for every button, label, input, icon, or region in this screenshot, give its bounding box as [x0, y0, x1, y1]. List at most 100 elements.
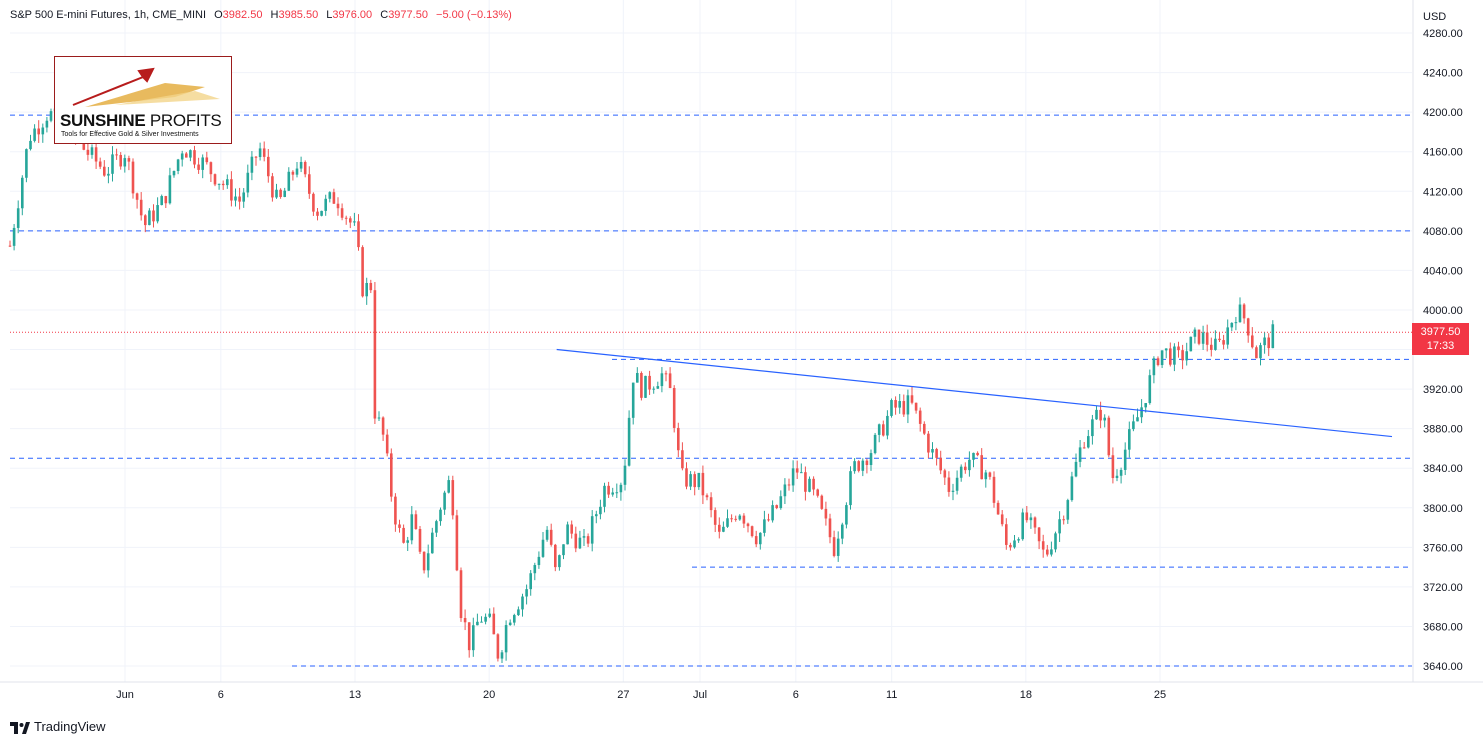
x-tick-label: 11 [886, 689, 897, 701]
candle-body [894, 400, 897, 408]
candle-body [1255, 347, 1258, 359]
candle-body [1078, 447, 1082, 462]
candle-body [943, 470, 947, 478]
candle-body [1259, 345, 1262, 359]
candle-body [701, 472, 705, 496]
candle-body [508, 622, 512, 626]
candle-body [656, 386, 660, 389]
candle-body [1238, 304, 1242, 323]
candle-body [1091, 419, 1094, 437]
candle-body [882, 424, 885, 436]
candle-body [230, 179, 233, 201]
candle-body [681, 450, 684, 469]
candle-body [902, 401, 906, 415]
candle-body [652, 388, 655, 390]
candle-body [996, 502, 1000, 515]
candle-body [636, 372, 639, 383]
candle-body [718, 524, 721, 532]
candle-body [279, 189, 282, 197]
candle-body [935, 449, 938, 458]
candle-body [816, 489, 819, 496]
candle-body [1041, 541, 1045, 550]
candle-body [726, 518, 729, 527]
y-tick-label: 3680.00 [1423, 621, 1463, 633]
candle-body [615, 492, 619, 494]
candle-body [1119, 469, 1123, 476]
candle-body [808, 478, 811, 492]
candle-body [955, 477, 959, 491]
candle-body [910, 395, 914, 403]
x-tick-label: 25 [1154, 689, 1166, 701]
candle-body [365, 282, 368, 297]
legend-header: S&P 500 E-mini Futures, 1h, CME_MINI O39… [10, 9, 512, 21]
candle-body [1144, 403, 1147, 408]
candle-body [734, 518, 737, 520]
candle-body [566, 524, 569, 545]
candle-body [1156, 358, 1160, 366]
candle-body [455, 515, 459, 571]
x-tick-label: 6 [793, 689, 799, 701]
candle-body [1193, 329, 1197, 337]
tradingview-icon [10, 721, 30, 734]
candle-body [103, 166, 106, 176]
candle-body [234, 196, 237, 201]
candle-body [664, 373, 668, 375]
trendline[interactable] [556, 348, 1393, 438]
candle-body [390, 453, 393, 497]
candle-body [217, 183, 221, 185]
candle-body [41, 127, 45, 135]
price-axis[interactable]: 3640.00 3680.00 3720.00 3760.00 3800.00 3840.… [1423, 28, 1463, 673]
candle-body [1123, 449, 1127, 470]
candle-body [406, 540, 409, 543]
trend-layer[interactable] [556, 348, 1393, 438]
candle-body [25, 149, 28, 178]
x-tick-label: 27 [617, 689, 629, 701]
x-tick-label: 18 [1020, 689, 1032, 701]
candle-body [832, 537, 836, 556]
candle-body [287, 171, 291, 191]
candle-body [968, 459, 971, 471]
candle-body [685, 468, 688, 487]
candle-body [320, 210, 323, 216]
candle-body [820, 495, 824, 509]
tradingview-brand: TradingView [34, 719, 106, 734]
candle-body [172, 170, 176, 176]
candle-body [168, 175, 172, 204]
candle-body [472, 625, 475, 651]
candle-body [742, 515, 746, 524]
y-tick-label: 3800.00 [1423, 503, 1463, 515]
candle-body [152, 210, 155, 222]
candle-body [185, 153, 188, 158]
candle-body [131, 161, 135, 194]
candle-body [988, 472, 992, 477]
candle-body [21, 177, 24, 209]
candle-body [1251, 335, 1254, 348]
candle-body [111, 154, 114, 174]
logo-tagline: Tools for Effective Gold & Silver Invest… [61, 131, 199, 138]
candle-body [730, 518, 733, 520]
candle-body [86, 149, 90, 155]
candle-body [451, 480, 455, 516]
tradingview-logo[interactable]: TradingView [10, 719, 106, 734]
candle-body [484, 616, 487, 622]
candle-body [554, 544, 557, 568]
candle-body [1046, 549, 1049, 555]
candle-body [767, 519, 770, 521]
y-tick-label: 4120.00 [1423, 186, 1463, 198]
candle-body [631, 382, 635, 418]
candles-layer [8, 104, 1275, 664]
candle-body [898, 401, 901, 408]
candle-body [660, 373, 664, 387]
candle-body [1000, 514, 1004, 525]
candle-body [517, 609, 520, 616]
candle-body [308, 174, 311, 194]
candle-body [443, 492, 446, 510]
time-axis[interactable]: Jun 6 13 20 27 Jul 6 11 18 25 [116, 689, 1166, 701]
x-tick-label: 20 [483, 689, 495, 701]
candle-body [1058, 519, 1061, 534]
candle-body [1132, 421, 1135, 430]
candle-body [402, 527, 405, 543]
candle-body [349, 218, 352, 223]
